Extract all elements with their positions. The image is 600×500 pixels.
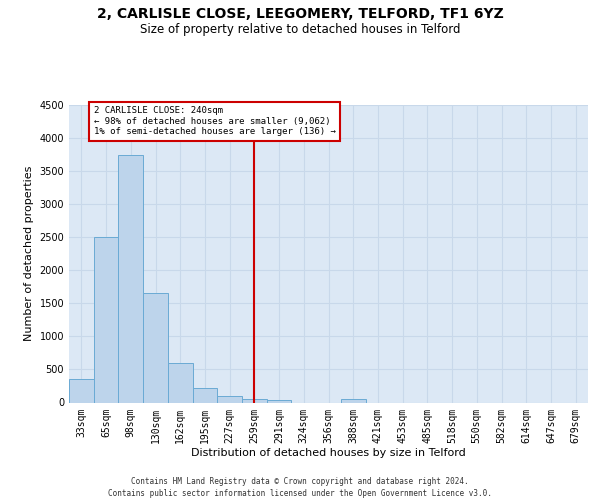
Text: 2, CARLISLE CLOSE, LEEGOMERY, TELFORD, TF1 6YZ: 2, CARLISLE CLOSE, LEEGOMERY, TELFORD, T… (97, 8, 503, 22)
Bar (217, 396, 242, 402)
Text: Size of property relative to detached houses in Telford: Size of property relative to detached ho… (140, 22, 460, 36)
Bar (267, 400, 292, 402)
Bar (143, 294, 168, 403)
X-axis label: Distribution of detached houses by size in Telford: Distribution of detached houses by size … (191, 448, 466, 458)
Bar (193, 388, 217, 402)
Bar (242, 398, 267, 402)
Y-axis label: Number of detached properties: Number of detached properties (24, 166, 34, 342)
Bar (69, 380, 94, 402)
Bar (168, 363, 193, 403)
Text: Contains HM Land Registry data © Crown copyright and database right 2024.
Contai: Contains HM Land Registry data © Crown c… (108, 476, 492, 498)
Text: 2 CARLISLE CLOSE: 240sqm
← 98% of detached houses are smaller (9,062)
1% of semi: 2 CARLISLE CLOSE: 240sqm ← 98% of detach… (94, 106, 335, 136)
Bar (94, 237, 118, 402)
Bar (118, 154, 143, 402)
Bar (341, 399, 365, 402)
